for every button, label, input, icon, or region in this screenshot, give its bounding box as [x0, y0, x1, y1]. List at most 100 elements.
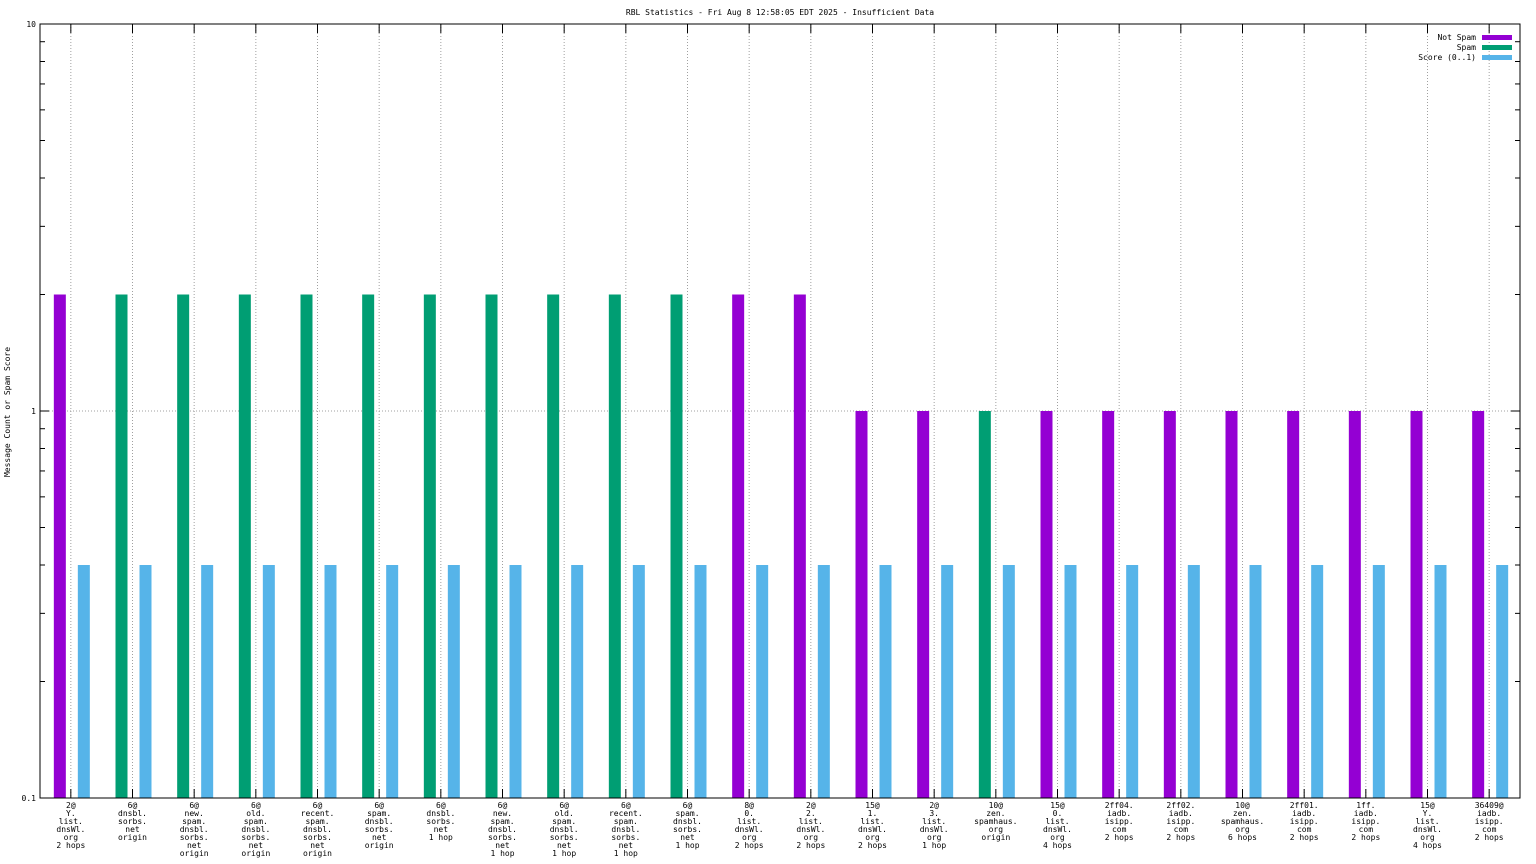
bar-not-spam-19: [1225, 411, 1238, 798]
x-tick-label-19-3: org: [1235, 825, 1250, 834]
bar-not-spam-20: [1287, 411, 1300, 798]
x-tick-label-16-5: 4 hops: [1043, 841, 1072, 850]
x-tick-label-9-3: dnsbl.: [611, 825, 640, 834]
x-tick-label-10-2: dnsbl.: [673, 817, 702, 826]
grid-layer: [40, 24, 1520, 798]
x-tick-label-10-0: 6@: [683, 801, 693, 810]
x-tick-label-16-3: dnsWl.: [1043, 825, 1072, 834]
legend-label-1: Spam: [1457, 43, 1476, 52]
bar-spam-9: [608, 294, 621, 798]
x-tick-label-17-4: 2 hops: [1105, 833, 1134, 842]
x-tick-label-1-0: 6@: [128, 801, 138, 810]
x-tick-label-23-0: 36409@: [1475, 801, 1504, 810]
x-tick-label-17-1: iadb.: [1107, 809, 1131, 818]
bars-layer: [53, 294, 1509, 798]
x-tick-label-8-3: dnsbl.: [550, 825, 579, 834]
x-tick-label-19-2: spamhaus.: [1221, 817, 1264, 826]
y-axis-label: Message Count or Spam Score: [3, 347, 12, 477]
bar-score-0-1--0: [77, 565, 90, 798]
bar-score-0-1--7: [509, 565, 522, 798]
x-tick-label-20-4: 2 hops: [1290, 833, 1319, 842]
x-tick-label-22-2: list.: [1415, 817, 1439, 826]
bar-score-0-1--20: [1311, 565, 1324, 798]
x-tick-label-12-1: 2.: [806, 809, 816, 818]
x-tick-label-15-4: origin: [981, 833, 1010, 842]
x-tick-label-4-4: sorbs.: [303, 833, 332, 842]
bar-not-spam-17: [1102, 411, 1115, 798]
x-tick-label-0-1: Y.: [66, 809, 76, 818]
ticks-layer: 10 1 0.1: [22, 20, 1520, 803]
x-tick-label-8-4: sorbs.: [550, 833, 579, 842]
bar-not-spam-23: [1472, 411, 1485, 798]
y-tick-label-1: 1: [31, 407, 36, 416]
bar-score-0-1--21: [1372, 565, 1385, 798]
x-tick-label-10-4: net: [680, 833, 695, 842]
x-tick-label-17-0: 2ff04.: [1105, 801, 1134, 810]
x-tick-label-23-2: isipp.: [1475, 817, 1504, 826]
x-tick-label-21-3: com: [1359, 825, 1374, 834]
x-tick-label-11-0: 8@: [744, 801, 754, 810]
x-tick-label-7-4: sorbs.: [488, 833, 517, 842]
x-tick-label-4-5: net: [310, 841, 325, 850]
x-tick-label-19-4: 6 hops: [1228, 833, 1257, 842]
x-tick-label-8-6: 1 hop: [552, 849, 576, 858]
x-tick-label-14-1: 3.: [929, 809, 939, 818]
x-tick-label-11-4: org: [742, 833, 757, 842]
x-tick-label-15-1: zen.: [986, 809, 1005, 818]
x-tick-label-2-3: dnsbl.: [180, 825, 209, 834]
x-tick-label-20-0: 2ff01.: [1290, 801, 1319, 810]
bar-score-0-1--1: [139, 565, 152, 798]
x-tick-label-0-4: org: [64, 833, 79, 842]
x-tick-label-15-0: 10@: [989, 801, 1004, 810]
chart-title: RBL Statistics - Fri Aug 8 12:58:05 EDT …: [626, 8, 934, 17]
x-tick-label-16-0: 15@: [1050, 801, 1065, 810]
x-tick-label-7-2: spam.: [490, 817, 514, 826]
x-tick-label-22-1: Y.: [1423, 809, 1433, 818]
legend-swatch-1: [1482, 45, 1512, 50]
x-tick-label-0-3: dnsWl.: [56, 825, 85, 834]
bar-not-spam-11: [732, 294, 745, 798]
x-tick-label-18-1: iadb.: [1169, 809, 1193, 818]
x-tick-label-12-5: 2 hops: [796, 841, 825, 850]
x-tick-label-3-3: dnsbl.: [241, 825, 270, 834]
x-tick-label-2-0: 6@: [189, 801, 199, 810]
x-tick-label-7-6: 1 hop: [490, 849, 514, 858]
bar-score-0-1--13: [879, 565, 892, 798]
x-tick-label-14-0: 2@: [929, 801, 939, 810]
x-tick-label-3-1: old.: [246, 809, 265, 818]
bar-not-spam-22: [1410, 411, 1423, 798]
x-tick-label-19-1: zen.: [1233, 809, 1252, 818]
x-tick-label-20-3: com: [1297, 825, 1312, 834]
bar-score-0-1--23: [1496, 565, 1509, 798]
x-tick-label-18-3: com: [1174, 825, 1189, 834]
x-tick-label-6-2: sorbs.: [426, 817, 455, 826]
x-tick-label-3-6: origin: [241, 849, 270, 858]
x-tick-label-12-4: org: [804, 833, 819, 842]
x-tick-label-23-1: iadb.: [1477, 809, 1501, 818]
bar-spam-1: [115, 294, 128, 798]
x-tick-label-4-3: dnsbl.: [303, 825, 332, 834]
x-tick-label-15-3: org: [989, 825, 1004, 834]
x-tick-label-0-0: 2@: [66, 801, 76, 810]
bar-spam-8: [547, 294, 560, 798]
x-tick-label-10-1: spam.: [675, 809, 699, 818]
x-tick-label-10-5: 1 hop: [675, 841, 699, 850]
bar-score-0-1--12: [817, 565, 830, 798]
x-tick-label-12-2: list.: [799, 817, 823, 826]
x-tick-label-17-2: isipp.: [1105, 817, 1134, 826]
x-tick-label-5-2: dnsbl.: [365, 817, 394, 826]
x-tick-label-5-5: origin: [365, 841, 394, 850]
x-tick-label-22-4: org: [1420, 833, 1435, 842]
x-tick-label-1-1: dnsbl.: [118, 809, 147, 818]
bar-score-0-1--9: [632, 565, 645, 798]
x-tick-label-4-1: recent.: [301, 809, 335, 818]
x-tick-label-11-1: 0.: [744, 809, 754, 818]
x-tick-label-9-2: spam.: [614, 817, 638, 826]
x-tick-label-11-3: dnsWl.: [735, 825, 764, 834]
x-tick-label-9-5: net: [619, 841, 634, 850]
x-tick-label-9-0: 6@: [621, 801, 631, 810]
x-tick-label-6-4: 1 hop: [429, 833, 453, 842]
x-tick-label-7-5: net: [495, 841, 510, 850]
legend-swatch-0: [1482, 35, 1512, 40]
